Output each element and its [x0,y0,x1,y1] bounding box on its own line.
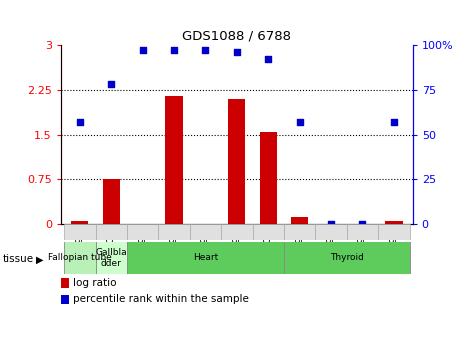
Bar [252,224,284,240]
Point [139,48,146,53]
Bar [284,241,409,274]
Bar [260,131,277,224]
Bar [96,224,127,240]
Bar [190,224,221,240]
Bar [71,221,89,224]
Point [265,57,272,62]
Text: tissue: tissue [2,255,33,264]
Point [390,119,398,125]
Point [107,81,115,87]
Bar [166,96,182,224]
Point [327,221,335,227]
Point [359,221,366,227]
Bar [221,224,252,240]
Bar [127,241,284,274]
Bar [64,241,96,274]
Point [202,48,209,53]
Point [296,119,303,125]
Bar [96,241,127,274]
Bar [103,179,120,224]
Point [233,49,241,55]
Point [170,48,178,53]
Text: Heart: Heart [193,253,218,263]
Bar [291,217,308,224]
Bar [64,224,96,240]
Bar [347,224,378,240]
Bar [159,224,190,240]
Text: Thyroid: Thyroid [330,253,363,263]
Bar [284,224,315,240]
Bar [127,224,159,240]
Text: percentile rank within the sample: percentile rank within the sample [73,295,249,304]
Bar [228,99,245,224]
Text: Fallopian tube: Fallopian tube [48,253,112,263]
Bar [385,221,402,224]
Bar [315,224,347,240]
Text: Gallbla
dder: Gallbla dder [95,248,127,268]
Bar [378,224,409,240]
Point [76,119,83,125]
Text: ▶: ▶ [36,255,43,264]
Title: GDS1088 / 6788: GDS1088 / 6788 [182,29,291,42]
Text: log ratio: log ratio [73,278,116,288]
